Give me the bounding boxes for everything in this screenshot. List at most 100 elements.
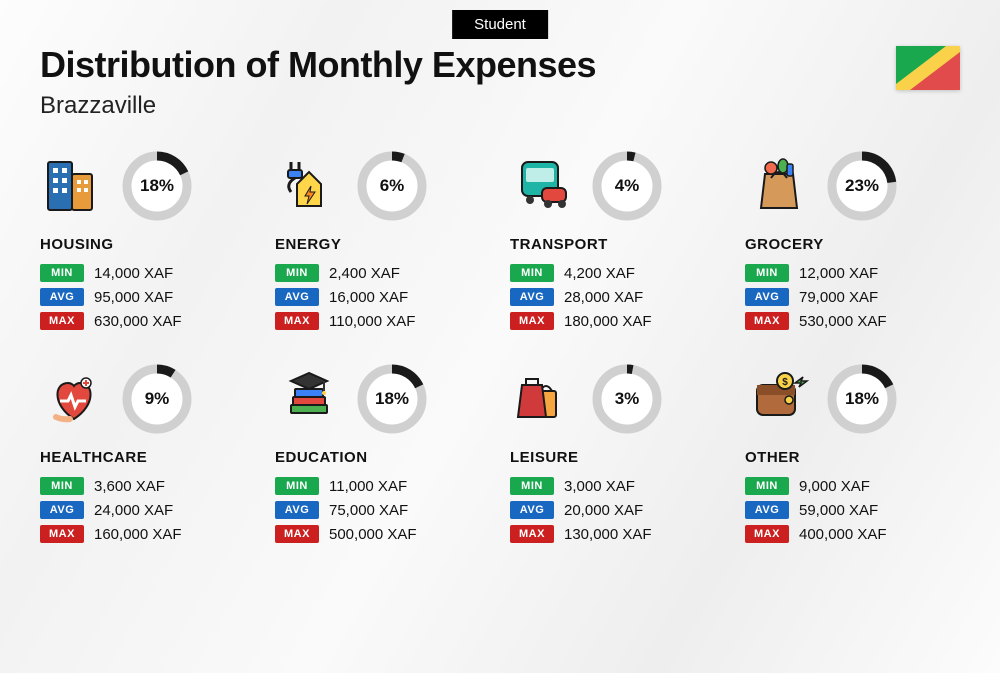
card-grocery: 23% GROCERY MIN 12,000 XAF AVG 79,000 XA… <box>745 150 960 333</box>
transport-min-row: MIN 4,200 XAF <box>510 264 725 282</box>
card-housing: 18% HOUSING MIN 14,000 XAF AVG 95,000 XA… <box>40 150 255 333</box>
max-tag: MAX <box>510 312 554 330</box>
grocery-icon <box>745 152 813 220</box>
svg-text:$: $ <box>782 377 788 388</box>
avg-tag: AVG <box>275 501 319 519</box>
grocery-max-row: MAX 530,000 XAF <box>745 312 960 330</box>
housing-max-row: MAX 630,000 XAF <box>40 312 255 330</box>
categories-grid: 18% HOUSING MIN 14,000 XAF AVG 95,000 XA… <box>0 120 1000 566</box>
other-title: OTHER <box>745 449 960 466</box>
transport-pct: 4% <box>592 151 662 221</box>
avg-tag: AVG <box>510 288 554 306</box>
healthcare-avg-row: AVG 24,000 XAF <box>40 501 255 519</box>
card-healthcare: 9% HEALTHCARE MIN 3,600 XAF AVG 24,000 X… <box>40 363 255 546</box>
leisure-icon <box>510 365 578 433</box>
grocery-min-row: MIN 12,000 XAF <box>745 264 960 282</box>
max-tag: MAX <box>745 525 789 543</box>
other-avg-val: 59,000 XAF <box>799 502 878 519</box>
page-subtitle: Brazzaville <box>40 92 960 120</box>
avg-tag: AVG <box>510 501 554 519</box>
min-tag: MIN <box>275 264 319 282</box>
page-title: Distribution of Monthly Expenses <box>40 44 960 86</box>
flag-icon <box>896 46 960 90</box>
healthcare-max-row: MAX 160,000 XAF <box>40 525 255 543</box>
housing-avg-row: AVG 95,000 XAF <box>40 288 255 306</box>
avg-tag: AVG <box>745 288 789 306</box>
min-tag: MIN <box>510 477 554 495</box>
energy-min-val: 2,400 XAF <box>329 265 400 282</box>
energy-pct: 6% <box>357 151 427 221</box>
education-title: EDUCATION <box>275 449 490 466</box>
healthcare-donut: 9% <box>122 364 192 434</box>
min-tag: MIN <box>40 477 84 495</box>
education-avg-row: AVG 75,000 XAF <box>275 501 490 519</box>
transport-donut: 4% <box>592 151 662 221</box>
education-min-val: 11,000 XAF <box>329 478 407 495</box>
healthcare-min-val: 3,600 XAF <box>94 478 165 495</box>
other-icon: $ <box>745 365 813 433</box>
energy-avg-val: 16,000 XAF <box>329 289 408 306</box>
max-tag: MAX <box>40 312 84 330</box>
leisure-min-val: 3,000 XAF <box>564 478 635 495</box>
grocery-donut: 23% <box>827 151 897 221</box>
education-min-row: MIN 11,000 XAF <box>275 477 490 495</box>
card-transport: 4% TRANSPORT MIN 4,200 XAF AVG 28,000 XA… <box>510 150 725 333</box>
housing-min-row: MIN 14,000 XAF <box>40 264 255 282</box>
card-other: $ 18% OTHER MIN 9,000 XAF AVG 59,000 XAF… <box>745 363 960 546</box>
max-tag: MAX <box>40 525 84 543</box>
grocery-title: GROCERY <box>745 236 960 253</box>
energy-avg-row: AVG 16,000 XAF <box>275 288 490 306</box>
healthcare-pct: 9% <box>122 364 192 434</box>
healthcare-icon <box>40 365 108 433</box>
grocery-avg-val: 79,000 XAF <box>799 289 878 306</box>
transport-avg-row: AVG 28,000 XAF <box>510 288 725 306</box>
avg-tag: AVG <box>275 288 319 306</box>
leisure-min-row: MIN 3,000 XAF <box>510 477 725 495</box>
card-energy: 6% ENERGY MIN 2,400 XAF AVG 16,000 XAF M… <box>275 150 490 333</box>
other-max-row: MAX 400,000 XAF <box>745 525 960 543</box>
grocery-max-val: 530,000 XAF <box>799 313 887 330</box>
energy-title: ENERGY <box>275 236 490 253</box>
other-donut: 18% <box>827 364 897 434</box>
min-tag: MIN <box>40 264 84 282</box>
min-tag: MIN <box>745 264 789 282</box>
max-tag: MAX <box>275 312 319 330</box>
card-leisure: 3% LEISURE MIN 3,000 XAF AVG 20,000 XAF … <box>510 363 725 546</box>
avg-tag: AVG <box>40 501 84 519</box>
transport-title: TRANSPORT <box>510 236 725 253</box>
leisure-max-val: 130,000 XAF <box>564 526 652 543</box>
energy-icon <box>275 152 343 220</box>
energy-max-row: MAX 110,000 XAF <box>275 312 490 330</box>
housing-donut: 18% <box>122 151 192 221</box>
energy-donut: 6% <box>357 151 427 221</box>
energy-max-val: 110,000 XAF <box>329 313 415 330</box>
min-tag: MIN <box>745 477 789 495</box>
transport-icon <box>510 152 578 220</box>
header: Distribution of Monthly Expenses Brazzav… <box>0 0 1000 120</box>
education-max-val: 500,000 XAF <box>329 526 417 543</box>
leisure-pct: 3% <box>592 364 662 434</box>
healthcare-title: HEALTHCARE <box>40 449 255 466</box>
education-max-row: MAX 500,000 XAF <box>275 525 490 543</box>
leisure-title: LEISURE <box>510 449 725 466</box>
avg-tag: AVG <box>40 288 84 306</box>
education-pct: 18% <box>357 364 427 434</box>
housing-pct: 18% <box>122 151 192 221</box>
leisure-max-row: MAX 130,000 XAF <box>510 525 725 543</box>
min-tag: MIN <box>275 477 319 495</box>
grocery-avg-row: AVG 79,000 XAF <box>745 288 960 306</box>
education-donut: 18% <box>357 364 427 434</box>
leisure-avg-row: AVG 20,000 XAF <box>510 501 725 519</box>
healthcare-avg-val: 24,000 XAF <box>94 502 173 519</box>
grocery-min-val: 12,000 XAF <box>799 265 878 282</box>
other-pct: 18% <box>827 364 897 434</box>
education-avg-val: 75,000 XAF <box>329 502 408 519</box>
card-education: 18% EDUCATION MIN 11,000 XAF AVG 75,000 … <box>275 363 490 546</box>
other-min-val: 9,000 XAF <box>799 478 870 495</box>
education-icon <box>275 365 343 433</box>
housing-icon <box>40 152 108 220</box>
housing-max-val: 630,000 XAF <box>94 313 182 330</box>
housing-avg-val: 95,000 XAF <box>94 289 173 306</box>
avg-tag: AVG <box>745 501 789 519</box>
max-tag: MAX <box>275 525 319 543</box>
